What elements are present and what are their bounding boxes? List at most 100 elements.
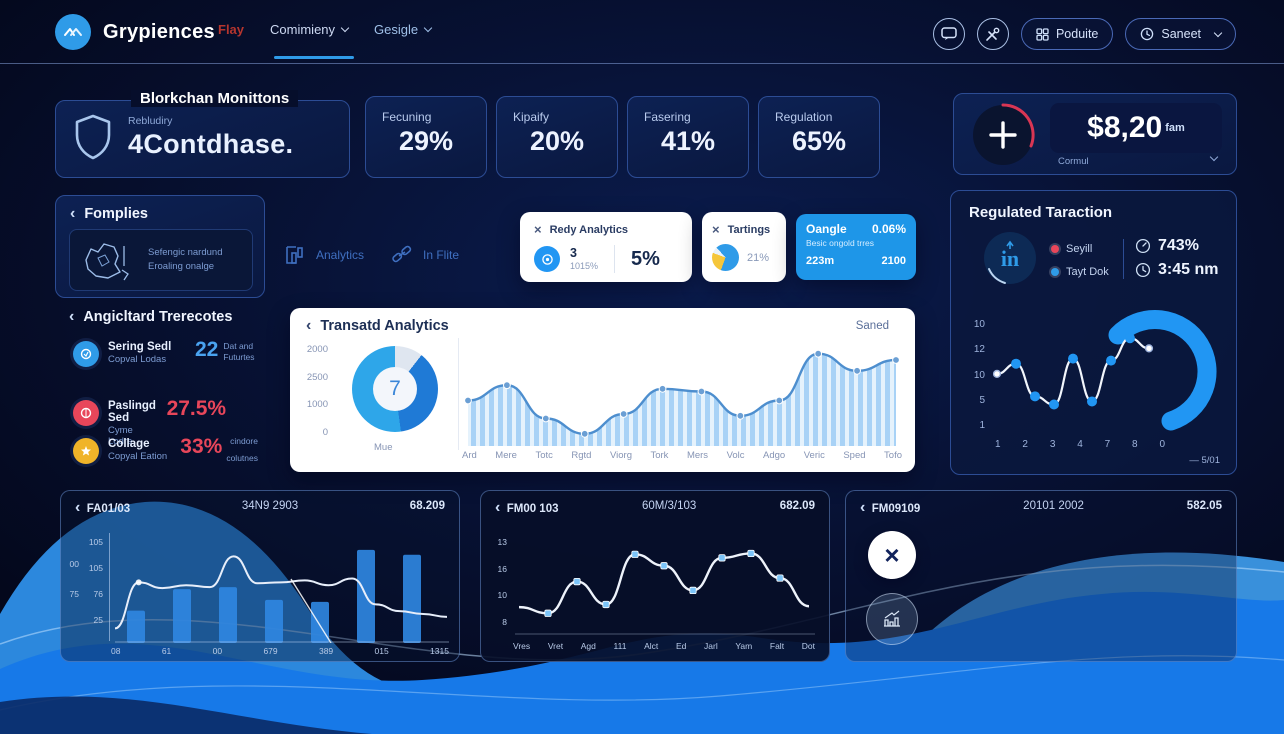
oangle-pct: 0.06% <box>871 222 906 236</box>
map-caption-line1: Sefengic nardund <box>148 246 223 258</box>
panel-center: 60M/3/103 <box>641 500 697 512</box>
stat-value: 41% <box>660 126 716 156</box>
legend-tayt-dok[interactable]: Tayt Dok <box>1051 266 1109 278</box>
record-icon <box>73 400 99 426</box>
record-row-collage[interactable]: Collage Copyal Eation 33% colutnes <box>73 436 258 464</box>
tool-analytics[interactable]: Analytics <box>283 243 364 267</box>
balance-unit: fam <box>1165 122 1185 134</box>
axis-label: 7 <box>1104 439 1111 450</box>
main-chart-action[interactable]: Saned <box>855 320 889 332</box>
nav-item-gesigle[interactable]: Gesigle <box>374 22 433 37</box>
close-icon[interactable]: × <box>534 222 542 237</box>
axis-label: 00 <box>69 559 79 569</box>
stat-card-fecuning[interactable]: Fecuning 29% <box>365 96 487 178</box>
monitor-card[interactable]: Blorkchan Monittons Rebludiry 4Contdhase… <box>55 90 350 178</box>
clock-icon <box>1135 262 1151 278</box>
panel-fm09: ‹ FM09109 20101 2002 582.05 × <box>845 490 1237 662</box>
clock-icon <box>1141 27 1154 41</box>
back-chevron-icon[interactable]: ‹ <box>69 308 75 325</box>
back-chevron-icon[interactable]: ‹ <box>306 317 312 334</box>
redy-analytics-card[interactable]: × Redy Analytics 3 1015% 5% <box>520 212 692 282</box>
stat-value: 20% <box>529 126 585 156</box>
axis-label: Jarl <box>704 641 718 651</box>
tool-in-flite[interactable]: In Flite <box>390 243 459 267</box>
complies-map-item[interactable]: Sefengic nardund Eroaling onalge <box>69 229 253 291</box>
chevron-down-icon[interactable] <box>1209 152 1219 162</box>
tools-button[interactable] <box>976 18 1009 50</box>
brand-name: Grypiences <box>103 20 215 43</box>
nav-item-comimieny[interactable]: Comimieny <box>270 22 355 59</box>
axis-label: 76 <box>93 589 103 599</box>
panel-center: 34N9 2903 <box>241 500 299 512</box>
bar-line-chart <box>114 549 449 643</box>
axis-label: 1000 <box>306 399 328 411</box>
record-row-paslingd[interactable]: Paslingd Sed Cyme Lodre 27.5% cindore <box>73 398 258 447</box>
axis-label: 2000 <box>306 344 328 355</box>
axis-label: 4 <box>1077 439 1083 450</box>
tartings-card[interactable]: × Tartings 21% <box>702 212 786 282</box>
add-balance-button[interactable] <box>970 102 1036 168</box>
close-button[interactable]: × <box>868 531 916 579</box>
brand-logo: Grypiences <box>55 14 215 50</box>
stat-card-kipaify[interactable]: Kipaify 20% <box>496 96 618 178</box>
brand-logo-icon[interactable] <box>55 14 91 50</box>
right-panel-title: Regulated Taraction <box>969 204 1113 221</box>
saneet-dropdown[interactable]: Saneet <box>1125 18 1236 50</box>
record-value: 22 <box>195 338 219 361</box>
blue-dot-icon <box>1051 268 1059 276</box>
axis-label: 08 <box>111 646 121 656</box>
back-chevron-icon[interactable]: ‹ <box>70 205 76 222</box>
balance-amount-box[interactable]: $8,20 fam <box>1050 103 1222 153</box>
axis-label: 8 <box>502 616 507 627</box>
axis-label: 015 <box>374 646 389 656</box>
panel-code[interactable]: ‹ FA01/03 <box>75 499 131 516</box>
stat-label: Fasering <box>644 110 691 124</box>
chevron-down-icon <box>423 23 433 33</box>
mini-card-title: Redy Analytics <box>549 223 629 236</box>
axis-label: 5 <box>979 394 985 406</box>
donut-label: Mue <box>374 442 393 453</box>
close-icon[interactable]: × <box>712 222 720 237</box>
grid-icon <box>1036 27 1049 41</box>
axis-label: Yam <box>735 641 753 651</box>
right-panel-stat2: 3:45 nm <box>1135 261 1228 279</box>
p2-y-axis: 13 16 10 8 <box>491 537 507 627</box>
axis-label: 25 <box>93 615 103 625</box>
balance-caption: Cormul <box>1058 156 1089 167</box>
panel-right-value: 68.209 <box>409 500 445 512</box>
chart-tool-button[interactable] <box>866 593 918 645</box>
right-chart-x-axis: 1 2 3 4 7 8 0 <box>995 439 1165 450</box>
axis-label: Volc <box>726 450 745 461</box>
panel-right-value: 682.09 <box>779 500 815 512</box>
oangle-card[interactable]: Oangle 0.06% Besic ongold trres 223m 210… <box>796 214 916 280</box>
tartings-value: 21% <box>747 251 770 264</box>
svg-text:in: in <box>1001 246 1019 271</box>
axis-label: 61 <box>161 646 172 656</box>
in-avatar[interactable]: in <box>981 229 1039 287</box>
oangle-title: Oangle <box>806 222 847 236</box>
record-row-sering[interactable]: Sering Sedl Copval Lodas 22 Dat and Futur… <box>73 338 258 367</box>
p1-y-inner: 105 105 76 25 <box>87 537 103 625</box>
tools-icon <box>986 27 1000 41</box>
panel-fm00: ‹ FM00 103 60M/3/103 682.09 13 16 10 8 Vres… <box>480 490 830 662</box>
oangle-right: 2100 <box>881 255 906 267</box>
chat-button[interactable] <box>932 18 965 50</box>
nav-item-flay[interactable]: Flay <box>218 22 245 37</box>
axis-label: 10 <box>973 369 985 381</box>
axis-label: Tofo <box>884 450 902 461</box>
axis-label: 16 <box>497 563 507 574</box>
axis-label: Alct <box>644 641 659 651</box>
complies-title: Fomplies <box>84 206 148 222</box>
axis-label: Ard <box>462 450 477 461</box>
balance-card: $8,20 fam Cormul <box>953 93 1237 175</box>
regulated-taraction-panel: Regulated Taraction in Seyill Tayt Dok 7… <box>950 190 1237 475</box>
background-waves <box>0 501 1284 734</box>
stat-card-regulation[interactable]: Regulation 65% <box>758 96 880 178</box>
axis-label: Vret <box>547 641 564 651</box>
poduite-button[interactable]: Poduite <box>1020 18 1114 50</box>
legend-seyill[interactable]: Seyill <box>1051 243 1092 255</box>
axis-label: 105 <box>88 563 103 573</box>
panel-code[interactable]: ‹ FM00 103 <box>495 499 559 516</box>
panel-code[interactable]: ‹ FM09109 <box>860 499 921 516</box>
stat-card-fasering[interactable]: Fasering 41% <box>627 96 749 178</box>
